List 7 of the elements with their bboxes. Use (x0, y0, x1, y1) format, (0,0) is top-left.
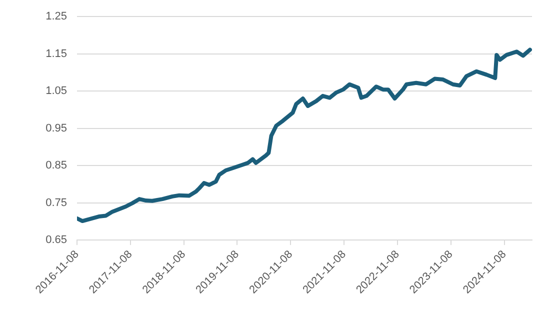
y-tick-label: 1.25 (46, 10, 67, 23)
y-tick-label: 1.15 (46, 48, 67, 60)
y-tick-label: 1.05 (46, 85, 67, 98)
y-tick-label: 0.75 (46, 196, 67, 209)
y-tick-label: 0.65 (46, 234, 67, 246)
y-tick-label: 0.95 (46, 122, 67, 134)
y-tick-label: 0.85 (46, 160, 67, 172)
